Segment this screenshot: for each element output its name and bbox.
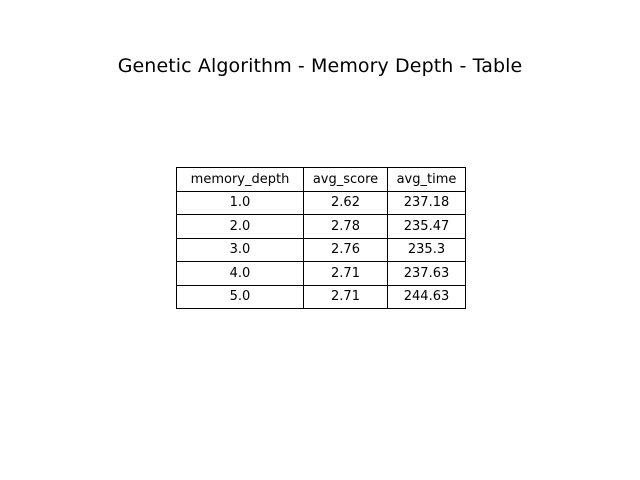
data-table: memory_depth avg_score avg_time 1.0 2.62… <box>176 167 466 309</box>
table-row: 4.0 2.71 237.63 <box>176 261 466 286</box>
table-header-row: memory_depth avg_score avg_time <box>176 167 466 192</box>
table-row: 5.0 2.71 244.63 <box>176 284 466 309</box>
chart-title: Genetic Algorithm - Memory Depth - Table <box>117 55 523 77</box>
cell-avg-score: 2.62 <box>303 190 388 215</box>
table-row: 1.0 2.62 237.18 <box>176 190 466 215</box>
table-row: 2.0 2.78 235.47 <box>176 214 466 239</box>
cell-avg-time: 235.3 <box>387 237 466 262</box>
column-header-avg-score: avg_score <box>303 167 388 192</box>
column-header-memory-depth: memory_depth <box>176 167 304 192</box>
cell-avg-time: 237.18 <box>387 190 466 215</box>
cell-avg-score: 2.71 <box>303 284 388 309</box>
cell-avg-time: 244.63 <box>387 284 466 309</box>
cell-avg-time: 237.63 <box>387 261 466 286</box>
cell-avg-score: 2.76 <box>303 237 388 262</box>
cell-memory-depth: 5.0 <box>176 284 304 309</box>
cell-avg-time: 235.47 <box>387 214 466 239</box>
cell-memory-depth: 4.0 <box>176 261 304 286</box>
cell-avg-score: 2.71 <box>303 261 388 286</box>
table-row: 3.0 2.76 235.3 <box>176 237 466 262</box>
cell-avg-score: 2.78 <box>303 214 388 239</box>
column-header-avg-time: avg_time <box>387 167 466 192</box>
cell-memory-depth: 3.0 <box>176 237 304 262</box>
cell-memory-depth: 1.0 <box>176 190 304 215</box>
cell-memory-depth: 2.0 <box>176 214 304 239</box>
